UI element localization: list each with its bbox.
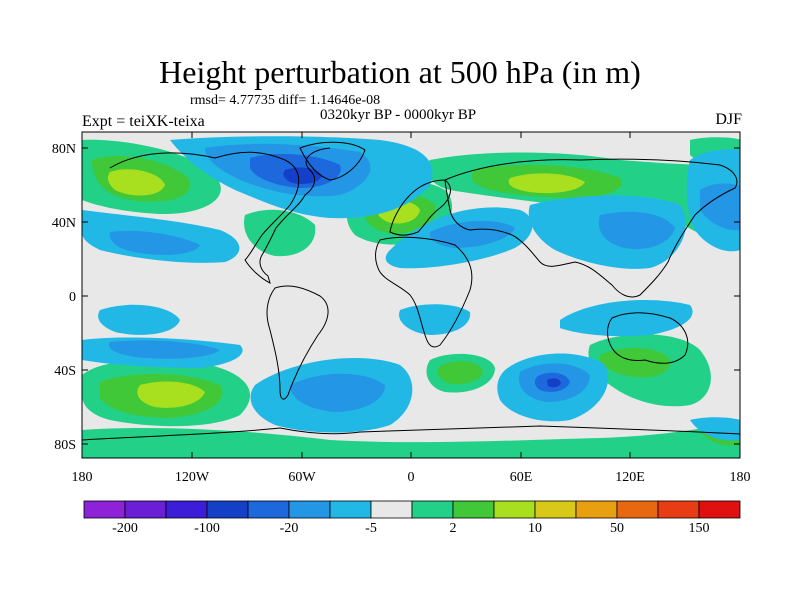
coastline-north-america bbox=[109, 147, 331, 284]
anomaly-region bbox=[82, 420, 740, 458]
anomaly-region bbox=[690, 417, 740, 441]
colorbar-labels: -200 -100 -20 -5 2 10 50 150 bbox=[112, 521, 709, 536]
colorbar-swatch bbox=[534, 500, 577, 519]
colorbar-label: -100 bbox=[194, 521, 220, 536]
longitude-tick-label: 180 bbox=[730, 470, 751, 485]
colorbar-swatch bbox=[616, 500, 659, 519]
latitude-labels: 80N 40N 0 40S 80S bbox=[52, 142, 76, 453]
colorbar-swatch bbox=[493, 500, 536, 519]
anomaly-region bbox=[109, 340, 220, 359]
latitude-tick-label: 0 bbox=[69, 290, 76, 305]
colorbar-label: -200 bbox=[112, 521, 138, 536]
coastline-africa bbox=[375, 236, 473, 348]
longitude-tick-label: 120E bbox=[615, 470, 645, 485]
colorbar-swatch bbox=[165, 500, 208, 519]
experiment-label: Expt = teiXK-teixa bbox=[82, 113, 205, 130]
anomaly-region bbox=[547, 378, 561, 388]
anomaly-region bbox=[283, 167, 322, 184]
colorbar-swatch bbox=[411, 500, 454, 519]
longitude-tick-label: 60W bbox=[288, 470, 316, 485]
latitude-tick-label: 80S bbox=[54, 438, 76, 453]
colorbar-label: 50 bbox=[610, 521, 624, 536]
latitude-tick-label: 80N bbox=[52, 142, 76, 157]
anomaly-region bbox=[598, 211, 675, 250]
longitude-labels: 180 120W 60W 0 60E 120E 180 bbox=[72, 470, 751, 485]
colorbar-label: 2 bbox=[450, 521, 457, 536]
colorbar-swatch bbox=[657, 500, 700, 519]
coastlines bbox=[82, 141, 740, 441]
map-axes bbox=[81, 132, 741, 458]
colorbar-swatch bbox=[452, 500, 495, 519]
colorbar-swatch bbox=[247, 500, 290, 519]
anomaly-region bbox=[107, 169, 165, 196]
stats-text: rmsd= 4.77735 diff= 1.14646e-08 bbox=[190, 93, 381, 108]
anomaly-region bbox=[508, 173, 585, 194]
anomaly-region bbox=[137, 381, 205, 408]
anomaly-region bbox=[560, 300, 693, 337]
anomaly-fill-field bbox=[82, 136, 740, 458]
season-label: DJF bbox=[715, 111, 742, 128]
anomaly-region bbox=[98, 304, 180, 335]
colorbar-swatch bbox=[370, 500, 413, 519]
period-text: 0320kyr BP - 0000kyr BP bbox=[320, 107, 477, 123]
anomaly-region bbox=[429, 220, 515, 248]
colorbar-label: -20 bbox=[280, 521, 299, 536]
colorbar-swatch bbox=[698, 500, 741, 519]
longitude-tick-label: 0 bbox=[408, 470, 415, 485]
colorbar-label: 150 bbox=[689, 521, 710, 536]
map-plot-area bbox=[82, 132, 740, 458]
coastline-south-america bbox=[266, 285, 329, 400]
colorbar-swatch bbox=[124, 500, 167, 519]
anomaly-region bbox=[244, 209, 316, 257]
colorbar-label: 10 bbox=[528, 521, 542, 536]
latitude-tick-label: 40N bbox=[52, 216, 76, 231]
colorbar-label: -5 bbox=[365, 521, 377, 536]
colorbar-swatch bbox=[288, 500, 331, 519]
colorbar-swatch bbox=[83, 500, 126, 519]
colorbar-swatch bbox=[206, 500, 249, 519]
anomaly-region bbox=[599, 348, 671, 378]
coastline-asia bbox=[444, 158, 738, 298]
colorbar-swatch bbox=[329, 500, 372, 519]
anomaly-region bbox=[109, 230, 200, 255]
latitude-tick-label: 40S bbox=[54, 364, 76, 379]
colorbar-swatch bbox=[575, 500, 618, 519]
coastline-antarctica bbox=[82, 425, 740, 441]
longitude-tick-label: 180 bbox=[72, 470, 93, 485]
figure-title: Height perturbation at 500 hPa (in m) bbox=[159, 54, 641, 90]
colorbar bbox=[83, 500, 741, 519]
coastline-australia bbox=[607, 312, 689, 364]
coastline-europe bbox=[389, 179, 451, 236]
coastline-greenland bbox=[299, 141, 366, 181]
longitude-tick-label: 120W bbox=[175, 470, 210, 485]
anomaly-region bbox=[700, 183, 740, 231]
anomaly-region bbox=[437, 361, 483, 385]
anomaly-region bbox=[290, 373, 385, 412]
longitude-tick-label: 60E bbox=[510, 470, 533, 485]
